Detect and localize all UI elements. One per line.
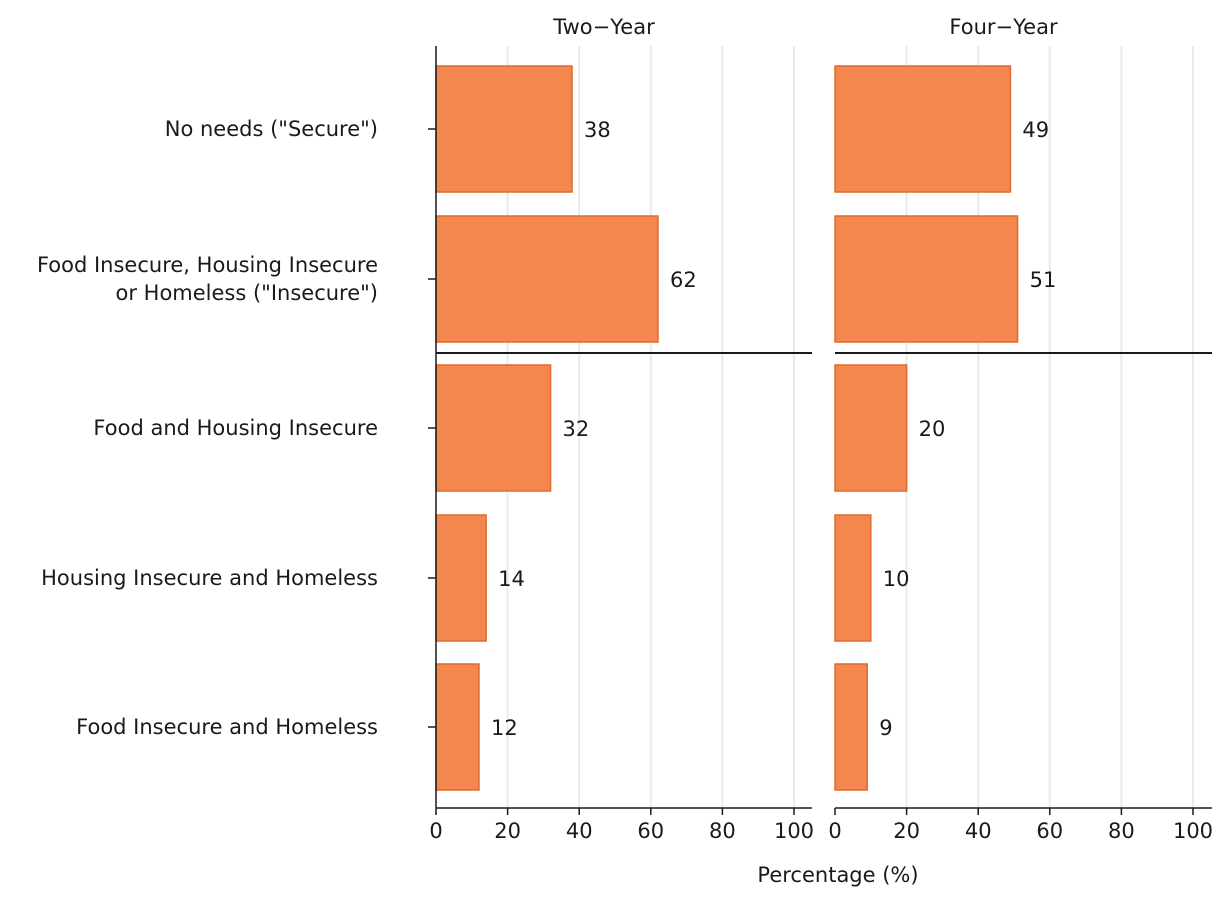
category-label: No needs ("Secure")	[165, 117, 378, 141]
bars-layer	[435, 65, 1019, 791]
x-tick-label: 20	[893, 819, 920, 843]
labels-layer: 38 62 32 14 12 Two−Year 0 20 40 60 80 100 49 51 20 10 9 F…	[37, 15, 1213, 843]
bar-value-label: 38	[584, 118, 611, 142]
category-label: Food and Housing Insecure	[93, 416, 378, 440]
x-tick-label: 60	[1036, 819, 1063, 843]
category-label-line: Food and Housing Insecure	[93, 416, 378, 440]
x-tick-label: 100	[1173, 819, 1213, 843]
category-label-line: Food Insecure, Housing Insecure	[37, 253, 378, 277]
bar-value-label: 10	[883, 567, 910, 591]
x-tick-label: 40	[965, 819, 992, 843]
category-label-line: or Homeless ("Insecure")	[116, 281, 379, 305]
x-tick-label: 0	[828, 819, 841, 843]
x-tick-label: 40	[566, 819, 593, 843]
category-label: Food Insecure and Homeless	[76, 715, 378, 739]
bar-value-label: 51	[1030, 268, 1057, 292]
category-label: Housing Insecure and Homeless	[41, 566, 378, 590]
bar-value-label: 9	[879, 716, 892, 740]
bar	[435, 663, 480, 791]
bar-value-label: 14	[498, 567, 525, 591]
bar-value-label: 12	[491, 716, 518, 740]
x-tick-label: 60	[637, 819, 664, 843]
category-label-line: No needs ("Secure")	[165, 117, 378, 141]
category-label-line: Food Insecure and Homeless	[76, 715, 378, 739]
bar	[834, 65, 1012, 193]
bar	[435, 215, 659, 343]
bar-value-label: 62	[670, 268, 697, 292]
x-tick-label: 0	[429, 819, 442, 843]
bar	[435, 364, 552, 492]
bar	[834, 215, 1019, 343]
category-label-line: Housing Insecure and Homeless	[41, 566, 378, 590]
axes-layer	[428, 46, 1212, 815]
bar-value-label: 32	[563, 417, 590, 441]
bar	[435, 514, 487, 642]
facet-title: Four−Year	[949, 15, 1058, 39]
x-axis-title: Percentage (%)	[757, 863, 918, 887]
x-tick-label: 80	[1108, 819, 1135, 843]
x-tick-label: 20	[494, 819, 521, 843]
bar	[435, 65, 573, 193]
facet-title: Two−Year	[552, 15, 655, 39]
x-tick-label: 80	[709, 819, 736, 843]
category-label: Food Insecure, Housing Insecure or Homele…	[37, 253, 378, 305]
bar-value-label: 20	[919, 417, 946, 441]
bar-value-label: 49	[1022, 118, 1049, 142]
bar	[834, 663, 868, 791]
bar	[834, 514, 872, 642]
bar	[834, 364, 908, 492]
x-tick-label: 100	[774, 819, 814, 843]
